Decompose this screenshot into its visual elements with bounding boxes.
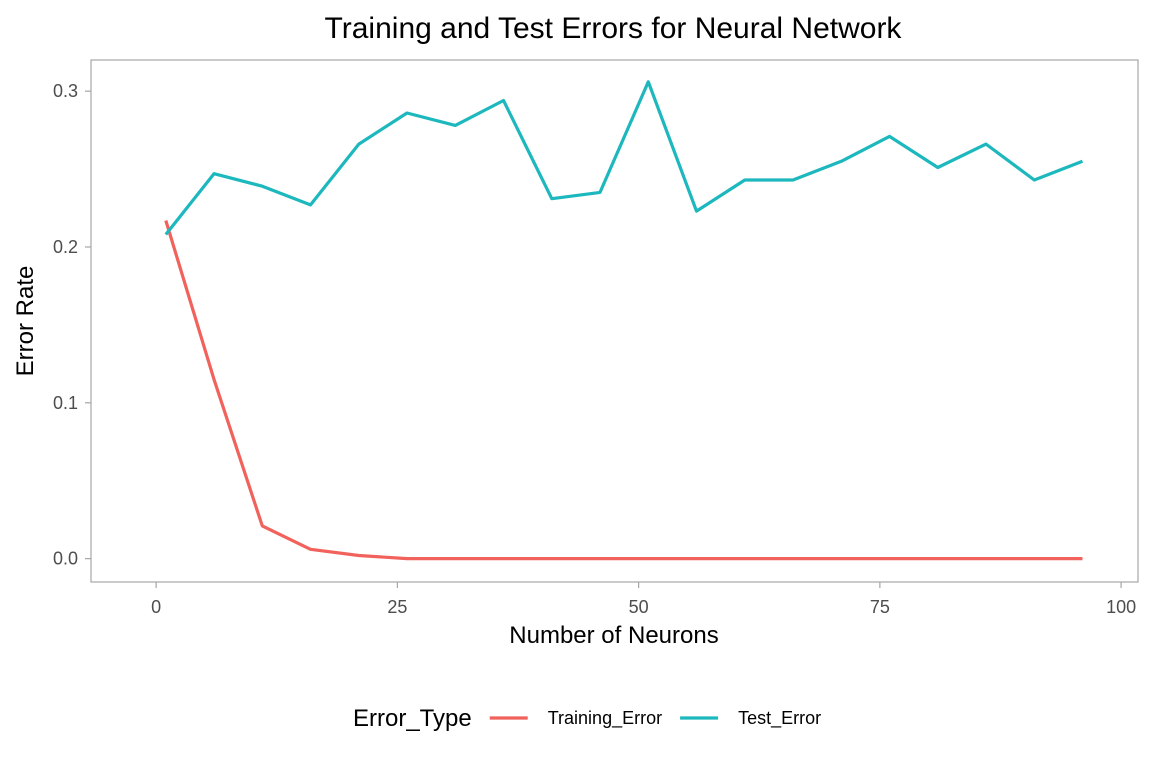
plot-panel [90, 59, 1139, 583]
x-tick-label: 50 [629, 597, 649, 617]
legend: Error_Type Training_Error Test_Error [353, 705, 821, 732]
chart-title: Training and Test Errors for Neural Netw… [325, 12, 903, 45]
series-layer [164, 80, 1084, 561]
legend-label-training-error: Training_Error [548, 708, 662, 729]
x-axis-title: Number of Neurons [509, 622, 718, 649]
y-axis: 0.0 0.1 0.2 0.3 [53, 81, 91, 569]
series-line-training-error [164, 220, 1083, 561]
legend-label-test-error: Test_Error [738, 708, 821, 729]
y-tick-label: 0.2 [53, 237, 78, 257]
y-tick-label: 0.1 [53, 393, 78, 413]
x-axis: 0 25 50 75 100 [151, 582, 1136, 617]
y-axis-title: Error Rate [12, 266, 39, 377]
x-tick-label: 25 [387, 597, 407, 617]
y-tick-label: 0.0 [53, 549, 78, 569]
series-line-test-error [164, 80, 1084, 236]
legend-title: Error_Type [353, 705, 472, 732]
y-tick-label: 0.3 [53, 81, 78, 101]
x-tick-label: 0 [151, 597, 161, 617]
x-tick-label: 100 [1106, 597, 1136, 617]
x-tick-label: 75 [870, 597, 890, 617]
